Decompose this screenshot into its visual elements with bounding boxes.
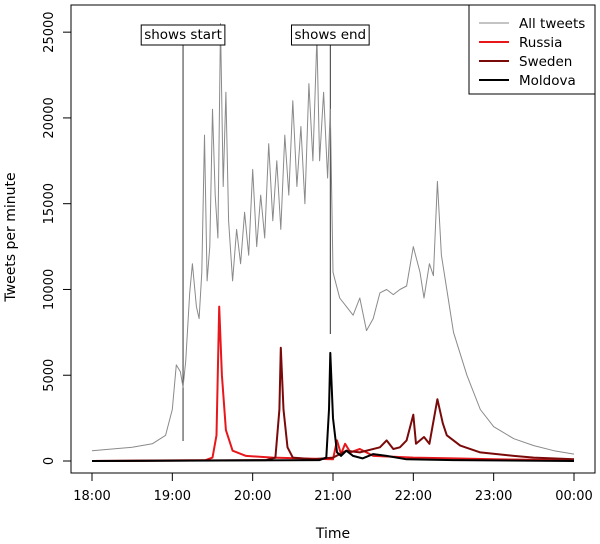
x-tick-label: 18:00 [73,489,110,504]
annotation-lines [182,42,331,441]
annotation-box [290,24,370,46]
legend-label: Sweden [519,54,572,70]
annotation-label: shows start [144,27,222,43]
y-tick-label: 15000 [42,183,57,224]
y-tick-label: 20000 [42,97,57,138]
y-axis-title: Tweets per minute [3,172,19,302]
x-tick-label: 19:00 [154,489,191,504]
legend-label: All tweets [519,16,585,32]
annotation-box [140,24,226,46]
x-tick-label: 23:00 [475,489,512,504]
legend: All tweets Russia Sweden Moldova [468,4,596,95]
legend-label: Moldova [519,73,576,89]
series-layer [91,23,575,462]
legend-label: Russia [519,35,562,51]
x-tick-label: 20:00 [234,489,271,504]
series-line-sweden [91,346,575,462]
y-tick-label: 10000 [42,269,57,310]
x-tick-label: 00:00 [555,489,592,504]
x-axis-title: Time [315,526,350,542]
series-line-all-tweets [91,23,575,455]
annotations: shows start shows end [140,24,370,46]
y-tick-label: 5000 [42,359,57,392]
annotation-label: shows end [294,27,366,43]
y-axis: 0 5000 10000 15000 20000 25000 [42,11,72,465]
y-tick-label: 0 [42,457,57,465]
series-line-moldova [91,351,575,462]
y-tick-label: 25000 [42,11,57,52]
x-tick-label: 21:00 [314,489,351,504]
x-tick-label: 22:00 [395,489,432,504]
series-line-russia [91,305,575,462]
x-axis: 18:00 19:00 20:00 21:00 22:00 23:00 00:00 [73,472,593,504]
